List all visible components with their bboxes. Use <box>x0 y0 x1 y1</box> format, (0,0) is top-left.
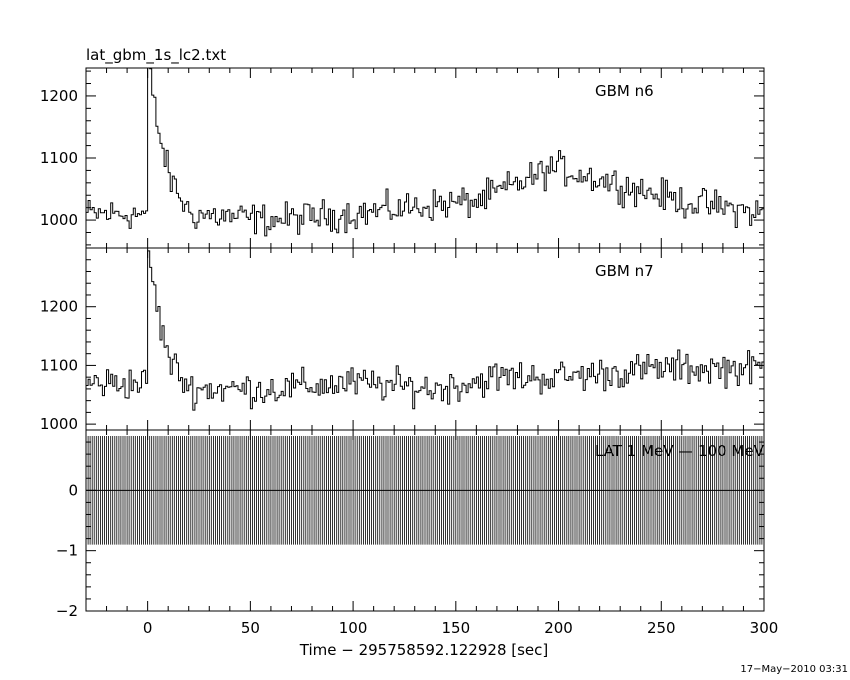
y-tick-label: 1000 <box>40 415 78 433</box>
x-tick-label: 150 <box>441 619 470 637</box>
x-axis-label: Time − 295758592.122928 [sec] <box>299 641 549 659</box>
x-tick-label: 250 <box>647 619 676 637</box>
x-tick-label: 0 <box>143 619 153 637</box>
y-tick-label: 1000 <box>40 211 78 229</box>
y-tick-label: 1200 <box>40 87 78 105</box>
x-tick-label: 300 <box>750 619 779 637</box>
series-label: LAT 1 MeV — 100 MeV <box>595 442 765 460</box>
series-line <box>86 68 764 237</box>
panel-frame <box>85 247 765 431</box>
y-tick-label: 1100 <box>40 149 78 167</box>
panel-gbm-n6: 1000 1100 1200 GBM n6 <box>40 67 765 249</box>
series-label: GBM n6 <box>595 82 654 100</box>
panel-frame <box>85 67 765 249</box>
panel-lat: −2 −1 0 LAT 1 MeV — 100 MeV 0 50 100 150 200 250 3… <box>56 429 779 637</box>
x-tick-label: 200 <box>544 619 573 637</box>
plot-title: lat_gbm_1s_lc2.txt <box>86 46 226 65</box>
x-tick-label: 50 <box>241 619 260 637</box>
y-tick-label: −2 <box>56 602 78 620</box>
panel-frame <box>85 429 765 612</box>
series-line <box>86 250 764 411</box>
x-tick-label: 100 <box>339 619 368 637</box>
panel-gbm-n7: 1000 1100 1200 GBM n7 <box>40 247 765 433</box>
series-label: GBM n7 <box>595 262 654 280</box>
timestamp: 17−May−2010 03:31 <box>740 664 848 675</box>
y-tick-label: 0 <box>68 481 78 499</box>
y-tick-label: −1 <box>56 542 78 560</box>
y-tick-label: 1200 <box>40 298 78 316</box>
y-tick-label: 1100 <box>40 356 78 374</box>
